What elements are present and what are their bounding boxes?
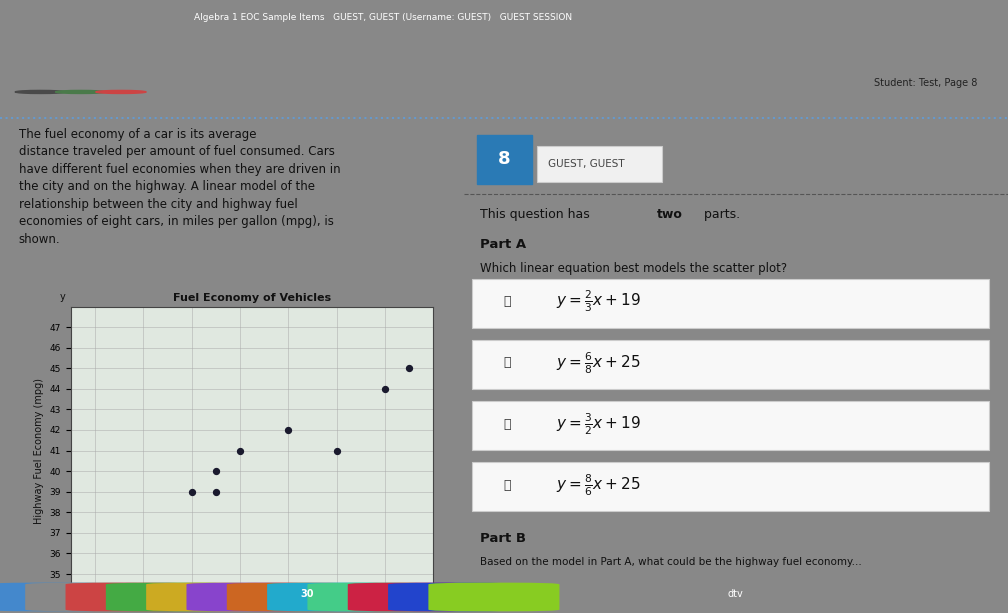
Point [280,425,296,435]
FancyBboxPatch shape [472,278,989,327]
Text: Student: Test, Page 8: Student: Test, Page 8 [874,78,978,88]
Point [183,487,200,497]
FancyBboxPatch shape [537,146,662,183]
Point [208,487,224,497]
Text: Ⓐ: Ⓐ [503,295,511,308]
Text: 30: 30 [300,590,314,600]
FancyBboxPatch shape [388,582,519,611]
FancyBboxPatch shape [186,582,318,611]
Text: $y = \frac{2}{3}x + 19$: $y = \frac{2}{3}x + 19$ [556,289,641,314]
FancyBboxPatch shape [227,582,358,611]
Point [232,446,248,455]
FancyBboxPatch shape [472,401,989,450]
Text: 0: 0 [56,600,61,609]
Text: Ⓒ: Ⓒ [503,417,511,431]
FancyBboxPatch shape [267,582,398,611]
FancyBboxPatch shape [472,340,989,389]
Text: dtv: dtv [728,590,744,600]
Circle shape [55,90,106,93]
Point [401,364,417,373]
FancyBboxPatch shape [428,582,559,611]
Point [329,446,345,455]
Y-axis label: Highway Fuel Economy (mpg): Highway Fuel Economy (mpg) [34,378,43,524]
Circle shape [15,90,66,93]
Text: Ⓑ: Ⓑ [503,356,511,370]
FancyBboxPatch shape [146,582,277,611]
FancyBboxPatch shape [106,582,237,611]
Point [377,384,393,394]
FancyBboxPatch shape [478,135,532,184]
Text: Part A: Part A [480,238,526,251]
Text: $y = \frac{6}{8}x + 25$: $y = \frac{6}{8}x + 25$ [556,350,641,376]
Text: Part B: Part B [480,532,526,545]
Title: Fuel Economy of Vehicles: Fuel Economy of Vehicles [173,293,331,303]
Text: $y = \frac{3}{2}x + 19$: $y = \frac{3}{2}x + 19$ [556,411,641,437]
Text: Which linear equation best models the scatter plot?: Which linear equation best models the sc… [480,262,787,275]
Text: Ⓓ: Ⓓ [503,479,511,492]
Text: Based on the model in Part A, what could be the highway fuel economy...: Based on the model in Part A, what could… [480,557,862,566]
FancyBboxPatch shape [307,582,438,611]
Text: parts.: parts. [701,208,741,221]
Text: y: y [59,292,66,302]
Point [208,466,224,476]
Text: GUEST, GUEST: GUEST, GUEST [548,159,625,169]
FancyBboxPatch shape [348,582,479,611]
Text: 8: 8 [498,150,511,169]
FancyBboxPatch shape [0,582,116,611]
Text: Algebra 1 EOC Sample Items   GUEST, GUEST (Username: GUEST)   GUEST SESSION: Algebra 1 EOC Sample Items GUEST, GUEST … [194,13,573,21]
Text: This question has: This question has [480,208,594,221]
Text: two: two [657,208,682,221]
FancyBboxPatch shape [66,582,197,611]
Circle shape [96,90,146,93]
Text: x: x [437,589,444,600]
Text: The fuel economy of a car is its average
distance traveled per amount of fuel co: The fuel economy of a car is its average… [18,128,340,245]
Text: $y = \frac{8}{6}x + 25$: $y = \frac{8}{6}x + 25$ [556,473,641,498]
FancyBboxPatch shape [472,462,989,511]
FancyBboxPatch shape [25,582,156,611]
